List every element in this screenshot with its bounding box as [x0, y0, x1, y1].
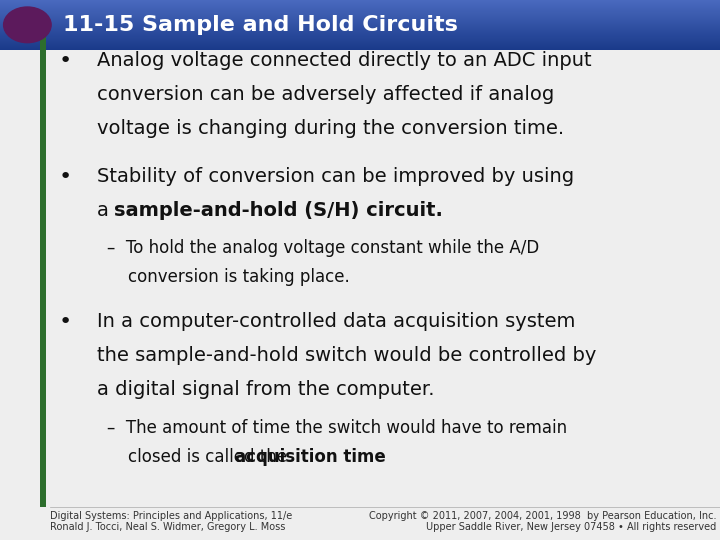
Text: the sample-and-hold switch would be controlled by: the sample-and-hold switch would be cont…: [97, 346, 597, 365]
FancyBboxPatch shape: [0, 48, 720, 50]
FancyBboxPatch shape: [0, 7, 720, 9]
Text: conversion can be adversely affected if analog: conversion can be adversely affected if …: [97, 85, 554, 104]
FancyBboxPatch shape: [0, 3, 720, 5]
FancyBboxPatch shape: [40, 34, 46, 507]
FancyBboxPatch shape: [0, 45, 720, 46]
Text: Stability of conversion can be improved by using: Stability of conversion can be improved …: [97, 167, 575, 186]
FancyBboxPatch shape: [0, 44, 720, 46]
FancyBboxPatch shape: [0, 15, 720, 17]
FancyBboxPatch shape: [0, 20, 720, 22]
FancyBboxPatch shape: [0, 23, 720, 25]
FancyBboxPatch shape: [0, 32, 720, 34]
FancyBboxPatch shape: [0, 42, 720, 44]
FancyBboxPatch shape: [0, 31, 720, 33]
FancyBboxPatch shape: [0, 28, 720, 30]
FancyBboxPatch shape: [0, 11, 720, 13]
FancyBboxPatch shape: [0, 40, 720, 43]
Text: Digital Systems: Principles and Applications, 11/e
Ronald J. Tocci, Neal S. Widm: Digital Systems: Principles and Applicat…: [50, 511, 292, 532]
Text: a digital signal from the computer.: a digital signal from the computer.: [97, 380, 435, 399]
FancyBboxPatch shape: [0, 12, 720, 14]
FancyBboxPatch shape: [0, 46, 720, 49]
FancyBboxPatch shape: [0, 19, 720, 21]
FancyBboxPatch shape: [0, 18, 720, 20]
Text: In a computer-controlled data acquisition system: In a computer-controlled data acquisitio…: [97, 312, 575, 331]
FancyBboxPatch shape: [0, 0, 720, 1]
Text: –  The amount of time the switch would have to remain: – The amount of time the switch would ha…: [107, 418, 567, 436]
FancyBboxPatch shape: [0, 16, 720, 18]
FancyBboxPatch shape: [0, 5, 720, 7]
Text: acquisition time: acquisition time: [235, 448, 385, 465]
FancyBboxPatch shape: [0, 26, 720, 28]
FancyBboxPatch shape: [0, 22, 720, 24]
FancyBboxPatch shape: [0, 30, 720, 32]
FancyBboxPatch shape: [0, 21, 720, 23]
Text: Analog voltage connected directly to an ADC input: Analog voltage connected directly to an …: [97, 51, 592, 70]
FancyBboxPatch shape: [0, 0, 720, 2]
Circle shape: [4, 7, 51, 43]
FancyBboxPatch shape: [0, 17, 720, 19]
FancyBboxPatch shape: [0, 2, 720, 4]
FancyBboxPatch shape: [0, 27, 720, 29]
FancyBboxPatch shape: [0, 33, 720, 36]
Text: –  To hold the analog voltage constant while the A/D: – To hold the analog voltage constant wh…: [107, 239, 539, 257]
FancyBboxPatch shape: [0, 10, 720, 12]
Text: a: a: [97, 201, 115, 220]
FancyBboxPatch shape: [0, 1, 720, 3]
Text: closed is called the: closed is called the: [107, 448, 292, 465]
FancyBboxPatch shape: [0, 39, 720, 42]
FancyBboxPatch shape: [0, 9, 720, 11]
Text: voltage is changing during the conversion time.: voltage is changing during the conversio…: [97, 119, 564, 138]
FancyBboxPatch shape: [0, 36, 720, 38]
FancyBboxPatch shape: [0, 8, 720, 10]
Text: •: •: [59, 312, 72, 332]
FancyBboxPatch shape: [0, 6, 720, 8]
Text: sample-and-hold (S/H) circuit.: sample-and-hold (S/H) circuit.: [114, 201, 444, 220]
FancyBboxPatch shape: [0, 14, 720, 16]
FancyBboxPatch shape: [0, 37, 720, 39]
FancyBboxPatch shape: [0, 35, 720, 37]
FancyBboxPatch shape: [0, 13, 720, 15]
Text: 11-15 Sample and Hold Circuits: 11-15 Sample and Hold Circuits: [63, 15, 458, 35]
Text: •: •: [59, 167, 72, 187]
FancyBboxPatch shape: [0, 43, 720, 45]
FancyBboxPatch shape: [0, 29, 720, 31]
Text: conversion is taking place.: conversion is taking place.: [107, 268, 349, 286]
Text: Copyright © 2011, 2007, 2004, 2001, 1998  by Pearson Education, Inc.
Upper Saddl: Copyright © 2011, 2007, 2004, 2001, 1998…: [369, 511, 716, 532]
FancyBboxPatch shape: [0, 39, 720, 40]
FancyBboxPatch shape: [0, 33, 720, 35]
FancyBboxPatch shape: [0, 38, 720, 40]
FancyBboxPatch shape: [0, 24, 720, 26]
FancyBboxPatch shape: [0, 4, 720, 6]
FancyBboxPatch shape: [0, 25, 720, 27]
Text: •: •: [59, 51, 72, 71]
FancyBboxPatch shape: [0, 45, 720, 48]
